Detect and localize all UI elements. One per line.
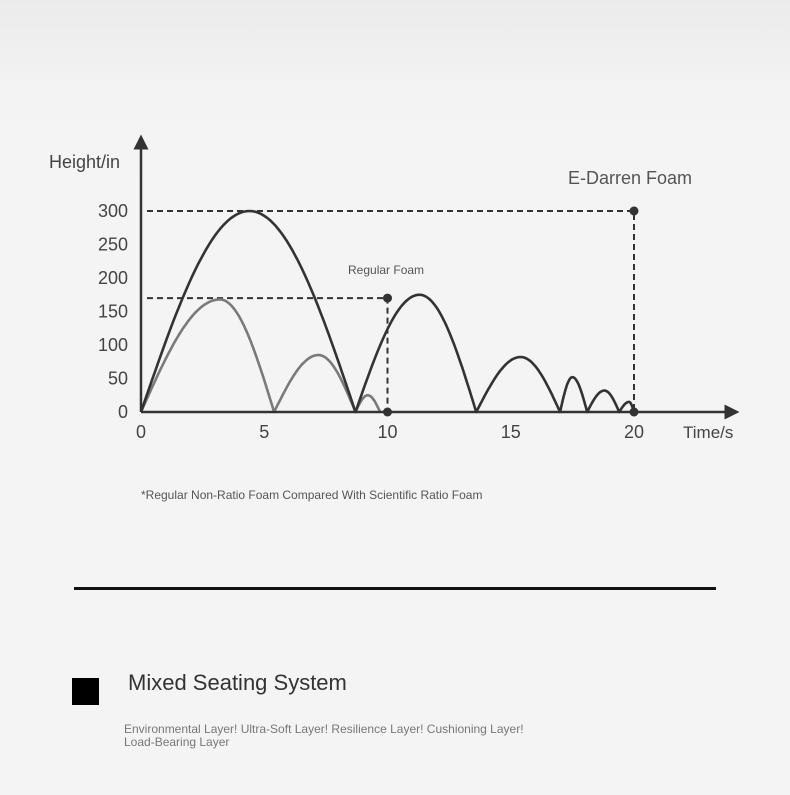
y-tick-label: 250 bbox=[98, 235, 128, 255]
y-axis-label: Height/in bbox=[49, 152, 120, 172]
y-tick-label: 300 bbox=[98, 201, 128, 221]
series-line bbox=[139, 298, 382, 414]
x-tick-label: 5 bbox=[259, 422, 269, 442]
reference-marker bbox=[383, 293, 392, 303]
annotation-e-darren-foam: E-Darren Foam bbox=[568, 168, 692, 188]
reference-marker bbox=[629, 206, 639, 216]
x-tick-label: 20 bbox=[624, 422, 644, 442]
section-title: Mixed Seating System bbox=[128, 670, 347, 695]
y-tick-label: 100 bbox=[98, 335, 128, 355]
y-tick-label: 50 bbox=[108, 369, 128, 389]
x-tick-label: 10 bbox=[377, 422, 397, 442]
x-tick-label: 0 bbox=[136, 422, 146, 442]
divider bbox=[74, 587, 716, 590]
section-description: Environmental Layer! Ultra-Soft Layer! R… bbox=[124, 722, 524, 749]
square-bullet-icon bbox=[72, 678, 99, 705]
bounce-height-chart: Height/in Time/s E-Darren Foam Regular F… bbox=[49, 134, 740, 442]
y-tick-label: 200 bbox=[98, 268, 128, 288]
annotation-regular-foam: Regular Foam bbox=[348, 263, 424, 277]
x-axis-label: Time/s bbox=[683, 423, 733, 442]
chart-footnote: *Regular Non-Ratio Foam Compared With Sc… bbox=[141, 488, 483, 502]
y-tick-label: 0 bbox=[118, 402, 128, 422]
reference-line bbox=[147, 297, 389, 412]
reference-line bbox=[147, 210, 635, 412]
x-tick-label: 15 bbox=[501, 422, 521, 442]
y-tick-label: 150 bbox=[98, 302, 128, 322]
